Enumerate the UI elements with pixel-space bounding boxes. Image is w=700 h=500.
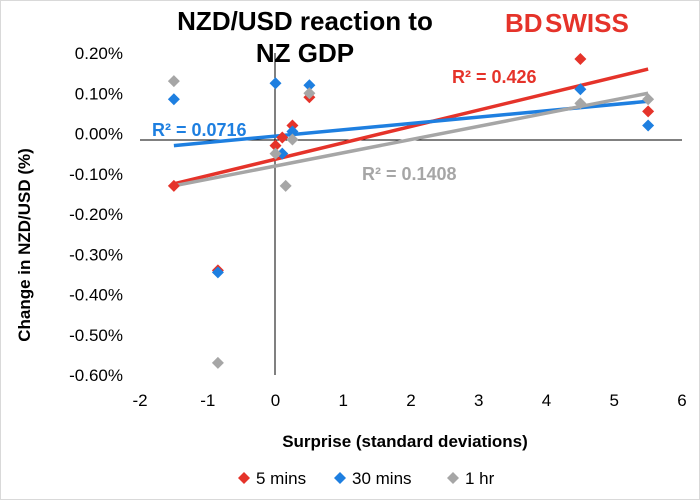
y-tick-labels: 0.20% 0.10% 0.00% -0.10% -0.20% -0.30% -0.40% -… xyxy=(69,44,123,385)
data-point-1-hr xyxy=(167,75,180,88)
x-tick-label: 1 xyxy=(339,391,348,410)
chart-title-line-1: NZD/USD reaction to xyxy=(177,6,433,36)
logo-swiss-text: SWISS xyxy=(545,8,629,38)
data-point-1-hr xyxy=(286,133,299,146)
data-point-30-mins xyxy=(642,119,655,132)
data-point-1-hr xyxy=(642,93,655,106)
data-point-30-mins xyxy=(286,125,299,138)
bdswiss-logo: BD SWISS xyxy=(505,8,629,38)
data-point-30-mins xyxy=(276,147,289,160)
y-tick-label: 0.00% xyxy=(75,125,123,144)
x-tick-label: 5 xyxy=(610,391,619,410)
data-point-5-mins xyxy=(286,119,299,132)
legend-marker-1-hr xyxy=(447,472,459,484)
legend-label-30-mins: 30 mins xyxy=(352,469,412,488)
x-tick-label: 2 xyxy=(406,391,415,410)
data-point-1-hr xyxy=(574,97,587,110)
y-axis-title: Change in NZD/USD (%) xyxy=(15,148,34,342)
legend-marker-5-mins xyxy=(238,472,250,484)
y-tick-label: -0.10% xyxy=(69,165,123,184)
data-point-1-hr xyxy=(279,179,292,192)
legend-label-5-mins: 5 mins xyxy=(256,469,306,488)
trendline-5-mins xyxy=(173,67,649,186)
x-tick-label: 3 xyxy=(474,391,483,410)
data-point-1-hr xyxy=(211,356,224,369)
data-point-1-hr xyxy=(269,147,282,160)
data-point-30-mins xyxy=(211,266,224,279)
legend: 5 mins 30 mins 1 hr xyxy=(238,469,495,488)
legend-label-1-hr: 1 hr xyxy=(465,469,495,488)
data-point-5-mins xyxy=(642,105,655,118)
y-tick-label: 0.20% xyxy=(75,44,123,63)
data-point-30-mins xyxy=(167,93,180,106)
y-tick-label: -0.60% xyxy=(69,366,123,385)
data-point-5-mins xyxy=(269,139,282,152)
r2-label-30-mins: R² = 0.0716 xyxy=(152,120,247,140)
data-point-30-mins xyxy=(269,77,282,90)
data-point-5-mins xyxy=(167,179,180,192)
data-point-5-mins xyxy=(276,131,289,144)
chart-title-line-2: NZ GDP xyxy=(256,38,354,68)
y-tick-label: -0.40% xyxy=(69,286,123,305)
x-tick-label: 6 xyxy=(677,391,686,410)
trendline-1-hr xyxy=(173,91,649,188)
y-tick-label: -0.20% xyxy=(69,205,123,224)
data-point-1-hr xyxy=(303,87,316,100)
r2-label-5-mins: R² = 0.426 xyxy=(452,67,537,87)
x-tick-labels: -2 -1 0 1 2 3 4 5 6 xyxy=(132,391,686,410)
legend-marker-30-mins xyxy=(334,472,346,484)
y-tick-label: 0.10% xyxy=(75,84,123,103)
x-tick-label: 4 xyxy=(542,391,551,410)
data-points xyxy=(167,53,655,369)
y-tick-label: -0.50% xyxy=(69,326,123,345)
y-tick-label: -0.30% xyxy=(69,245,123,264)
data-point-30-mins xyxy=(303,79,316,92)
x-tick-label: 0 xyxy=(271,391,280,410)
r2-label-1-hr: R² = 0.1408 xyxy=(362,164,457,184)
logo-bd-text: BD xyxy=(505,8,543,38)
x-tick-label: -1 xyxy=(200,391,215,410)
trendlines xyxy=(173,67,649,188)
x-axis-title: Surprise (standard deviations) xyxy=(282,432,528,451)
data-point-5-mins xyxy=(574,53,587,66)
data-point-30-mins xyxy=(574,83,587,96)
x-tick-label: -2 xyxy=(132,391,147,410)
